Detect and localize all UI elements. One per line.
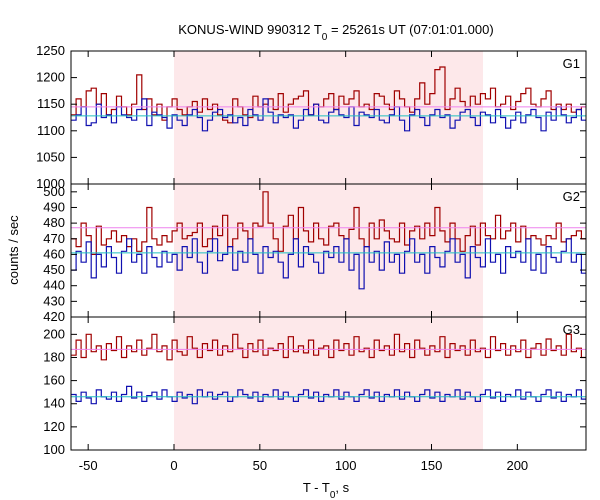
y-axis-title: counts / sec bbox=[6, 215, 21, 285]
y-tick-label: 1250 bbox=[36, 43, 65, 58]
chart-title-rest: = 25261s UT (07:01:01.000) bbox=[327, 22, 493, 37]
highlight-interval bbox=[174, 317, 483, 450]
y-tick-label: 1000 bbox=[36, 176, 65, 191]
y-tick-label: 180 bbox=[43, 349, 65, 364]
y-tick-label: 480 bbox=[43, 215, 65, 230]
panel-g3: 100 120 140 160 180 200 G3 bbox=[43, 316, 587, 457]
x-axis-title-rest: , s bbox=[335, 480, 349, 495]
chart-title-main: KONUS-WIND 990312 T bbox=[178, 22, 322, 37]
y-tick-label: 1050 bbox=[36, 149, 65, 164]
chart-title-subscript: 0 bbox=[322, 32, 328, 43]
x-tick-label: 200 bbox=[506, 458, 528, 473]
y-tick-label: 1150 bbox=[37, 96, 65, 111]
x-tick-label: 100 bbox=[335, 458, 357, 473]
series-upper-line bbox=[71, 191, 586, 255]
panel-label: G3 bbox=[563, 322, 580, 337]
x-tick-label: 50 bbox=[253, 458, 267, 473]
highlight-interval bbox=[174, 184, 483, 317]
panel-label: G1 bbox=[563, 56, 580, 71]
y-tick-label: 160 bbox=[43, 373, 65, 388]
y-tick-label: 500 bbox=[43, 184, 65, 199]
y-tick-label: 1100 bbox=[37, 123, 65, 138]
series-lower-line bbox=[71, 385, 586, 405]
x-axis-title-subscript: 0 bbox=[330, 490, 336, 500]
y-tick-label: 420 bbox=[43, 309, 65, 324]
y-tick-label: 100 bbox=[43, 442, 65, 457]
y-tick-label: 440 bbox=[43, 278, 65, 293]
x-axis-title-main: T - T bbox=[303, 480, 330, 495]
x-tick-label: 150 bbox=[421, 458, 443, 473]
panel-frame bbox=[70, 316, 587, 451]
panels-group: 100010501100115012001250G142043044045046… bbox=[36, 43, 587, 473]
y-tick-label: 140 bbox=[43, 396, 65, 411]
y-tick-label: 1200 bbox=[36, 70, 65, 85]
series-upper-line bbox=[71, 333, 586, 361]
y-tick-label: 490 bbox=[43, 199, 65, 214]
panel-g1: 1000 1050 1100 1150 1200 1250 G1 bbox=[36, 43, 587, 191]
y-tick-label: 430 bbox=[43, 293, 65, 308]
y-tick-label: 460 bbox=[43, 246, 65, 261]
chart-title: KONUS-WIND 990312 T0 = 25261s UT (07:01:… bbox=[178, 22, 493, 43]
x-tick-label: 0 bbox=[170, 458, 177, 473]
y-tick-label: 470 bbox=[43, 231, 65, 246]
x-tick-label: -50 bbox=[79, 458, 98, 473]
panel-label: G2 bbox=[563, 189, 580, 204]
y-tick-label: 120 bbox=[43, 419, 65, 434]
y-tick-label: 200 bbox=[43, 326, 65, 341]
x-axis-title: T - T0, s bbox=[303, 480, 350, 500]
y-tick-label: 450 bbox=[43, 262, 65, 277]
